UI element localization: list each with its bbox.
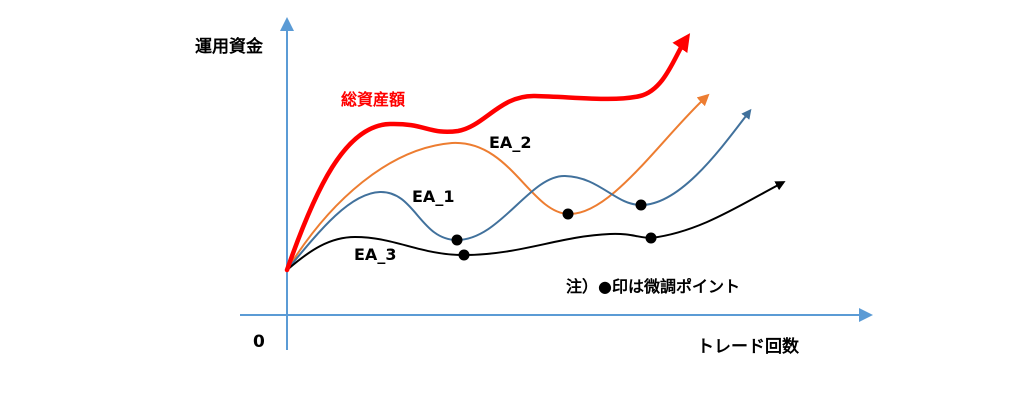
curve-ea1 [286,108,752,271]
curve-label-total: 総資産額 [341,90,405,109]
curve-total [284,33,691,273]
x-axis-label: トレード回数 [697,336,800,357]
curve-ea2 [286,93,710,271]
curve-label-ea3: EA_3 [354,245,396,264]
adjust-point-marker [451,234,463,246]
y-axis-label: 運用資金 [195,36,264,57]
note-text: 注）●印は微調ポイント [566,277,740,296]
curve-label-ea2: EA_2 [489,133,531,152]
adjust-point-marker [562,208,574,220]
adjust-point-marker [458,249,470,261]
curve-label-ea1: EA_1 [412,187,454,206]
adjust-point-marker [635,199,647,211]
origin-label: 0 [253,332,265,352]
curve-ea3 [286,181,786,271]
adjust-point-marker [645,232,657,244]
